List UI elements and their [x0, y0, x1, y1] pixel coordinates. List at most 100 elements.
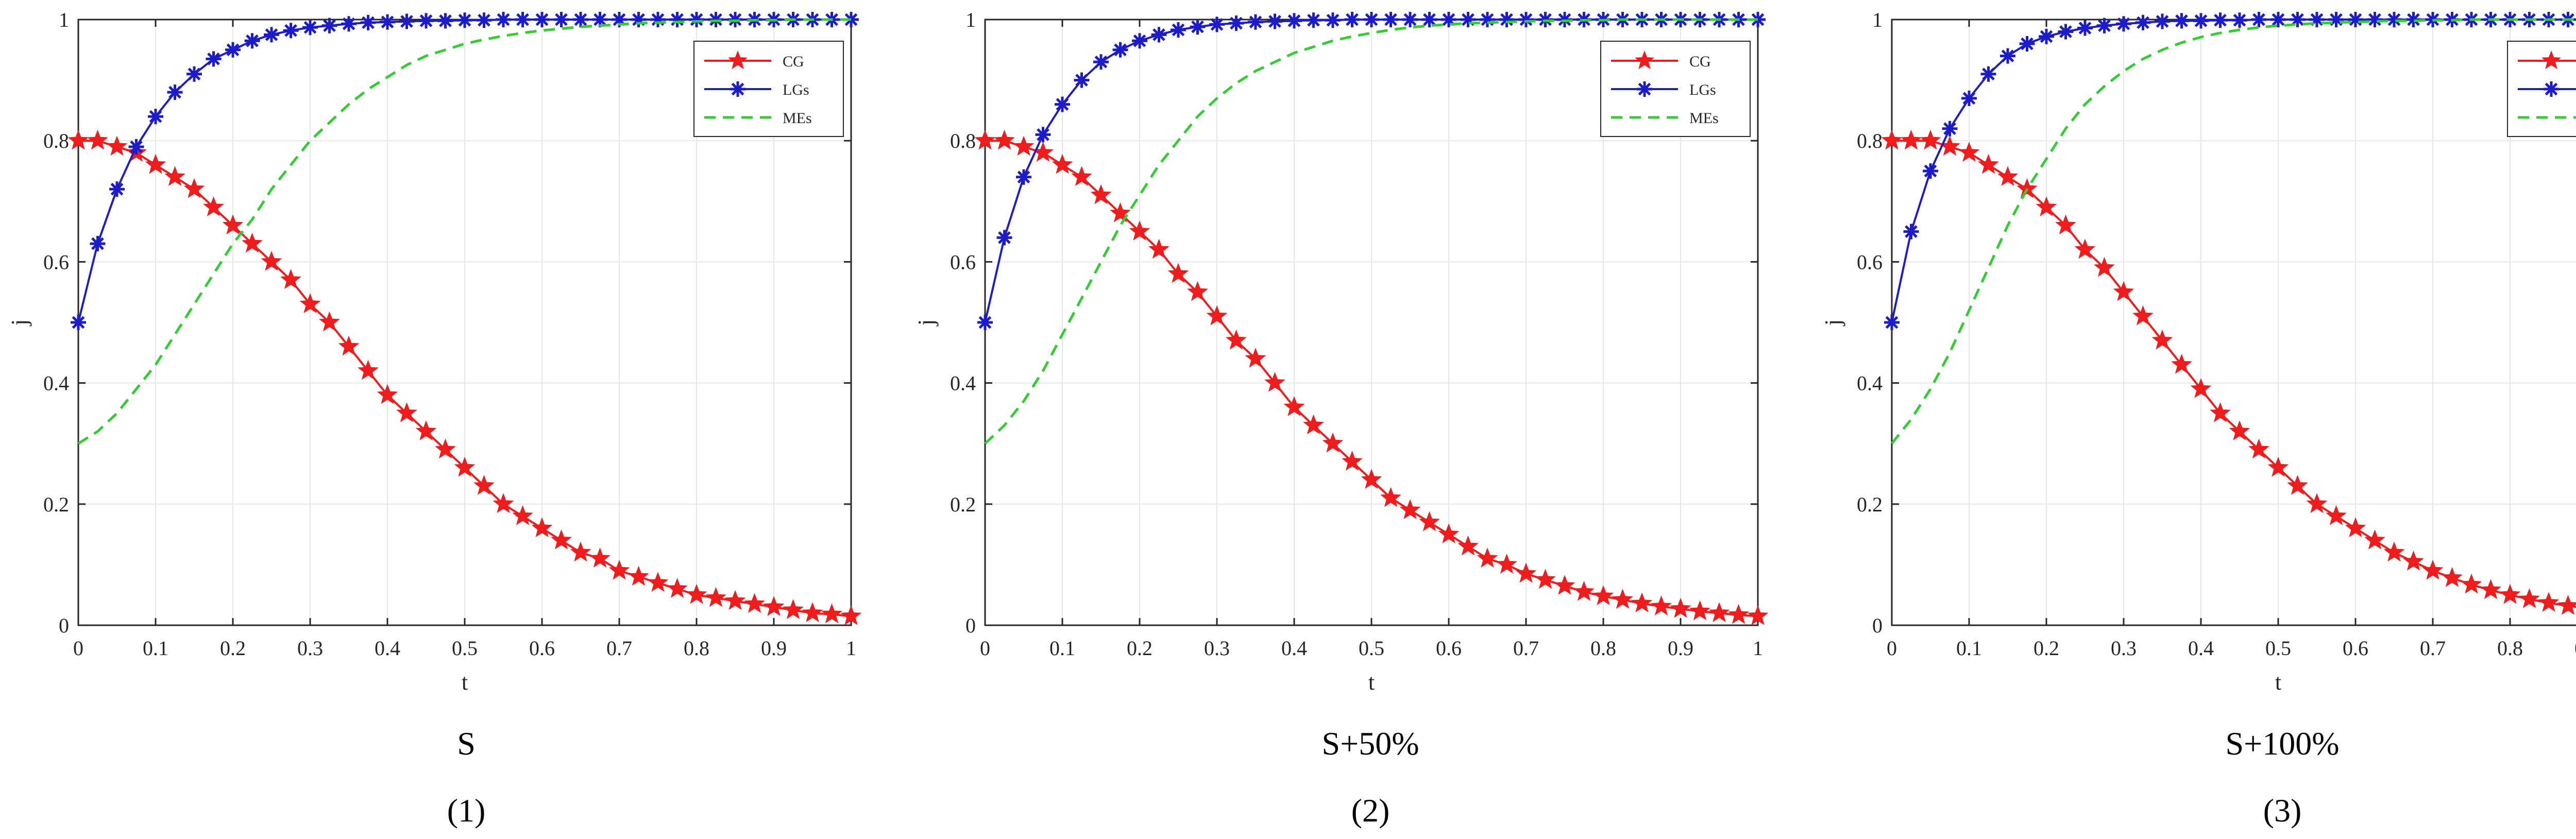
data-point-lgs: [1923, 163, 1938, 179]
panel-caption: S+100%: [2226, 725, 2340, 762]
data-point-lgs: [341, 16, 357, 32]
data-point-cg: [2210, 402, 2231, 422]
x-tick-label: 0.4: [1281, 637, 1307, 660]
y-tick-label: 0: [965, 614, 976, 637]
panel-caption: S: [457, 725, 476, 762]
data-point-lgs: [2232, 12, 2247, 28]
data-point-lgs: [1383, 12, 1399, 27]
data-point-lgs: [553, 12, 569, 27]
data-point-lgs: [1961, 90, 1977, 106]
x-tick-label: 0.9: [1668, 637, 1693, 660]
data-point-cg: [67, 129, 89, 150]
data-point-lgs: [1441, 12, 1456, 27]
series-line-mes: [77, 18, 851, 445]
data-point-cg: [2557, 594, 2576, 615]
x-tick-label: 0.6: [529, 637, 555, 660]
y-tick-label: 1: [59, 8, 69, 31]
legend-label: LGs: [783, 81, 809, 98]
data-point-cg: [2326, 505, 2347, 525]
series-lgs: [71, 12, 859, 330]
x-tick-label: 0.1: [1049, 637, 1075, 660]
data-point-lgs: [418, 13, 434, 29]
data-point-cg: [2074, 238, 2096, 259]
y-tick-label: 0.6: [950, 250, 976, 273]
data-point-lgs: [1035, 127, 1051, 143]
data-point-cg: [2422, 559, 2444, 580]
data-point-lgs: [437, 13, 453, 29]
x-tick-label: 0.5: [2265, 637, 2291, 660]
data-point-cg: [667, 577, 688, 598]
x-tick-label: 0.8: [684, 637, 709, 660]
data-point-cg: [1689, 600, 1710, 621]
data-point-lgs: [2000, 48, 2015, 64]
data-point-cg: [2499, 584, 2521, 604]
legend-label: MEs: [783, 110, 812, 127]
x-tick-label: 0.3: [297, 637, 323, 660]
data-point-cg: [1303, 414, 1324, 435]
grid: [1891, 19, 2576, 626]
data-point-lgs: [1306, 12, 1321, 28]
data-point-cg: [1535, 569, 1556, 589]
x-tick-label: 0.2: [2033, 637, 2059, 660]
x-tick-label: 0.7: [606, 637, 632, 660]
data-point-cg: [2248, 438, 2269, 459]
data-point-cg: [2171, 353, 2192, 374]
data-point-cg: [203, 196, 224, 216]
y-tick-label: 0.2: [950, 493, 976, 516]
legend-marker-asterisk: [730, 81, 745, 97]
data-point-lgs: [1055, 96, 1070, 112]
x-tick-label: 0.5: [1359, 637, 1384, 660]
x-tick-label: 0.6: [1436, 637, 1462, 660]
data-point-cg: [1438, 523, 1460, 543]
data-point-cg: [473, 475, 495, 495]
data-point-lgs: [128, 139, 144, 155]
data-point-lgs: [476, 12, 492, 28]
data-point-lgs: [2348, 12, 2363, 27]
data-point-cg: [1361, 469, 1382, 489]
data-point-lgs: [264, 27, 279, 43]
data-point-lgs: [2270, 12, 2286, 27]
data-point-lgs: [977, 315, 993, 330]
data-point-cg: [1129, 220, 1150, 241]
x-tick-label: 0.2: [220, 637, 246, 660]
data-point-cg: [358, 359, 379, 380]
legend-label: CG: [783, 53, 804, 70]
data-point-lgs: [380, 14, 395, 30]
y-tick-label: 0.6: [43, 250, 69, 273]
series-cg: [974, 129, 1769, 625]
data-point-lgs: [1190, 19, 1206, 35]
data-point-lgs: [1132, 33, 1147, 49]
data-point-lgs: [302, 20, 318, 36]
data-point-cg: [2306, 493, 2328, 513]
data-point-cg: [570, 541, 591, 562]
data-point-lgs: [148, 109, 163, 125]
data-point-lgs: [1286, 13, 1302, 29]
data-point-cg: [435, 438, 456, 459]
data-point-cg: [1958, 142, 1980, 162]
data-point-lgs: [1016, 169, 1031, 185]
data-point-cg: [1226, 329, 1247, 350]
data-point-cg: [724, 590, 746, 610]
data-point-cg: [974, 129, 996, 150]
data-point-cg: [2190, 378, 2212, 398]
data-point-cg: [1496, 553, 1517, 574]
data-point-cg: [608, 559, 630, 580]
data-point-lgs: [1151, 27, 1167, 43]
x-tick-label: 0.8: [2497, 637, 2523, 660]
data-point-lgs: [71, 315, 86, 330]
chart-panel-1: 0 0.1 0.2 0.3 0.4 0.5 0.6 0.7 0.8 0.9 1 0 0.2 0.4 0.6 0…: [7, 8, 862, 829]
data-point-lgs: [187, 66, 202, 82]
data-point-cg: [1167, 263, 1189, 283]
data-point-cg: [2403, 551, 2424, 571]
y-tick-label: 0.2: [43, 493, 69, 516]
data-point-cg: [1110, 202, 1131, 222]
x-tick-label: 0.8: [1590, 637, 1616, 660]
data-point-cg: [2519, 588, 2540, 608]
y-tick-label: 0.8: [950, 129, 976, 152]
data-point-cg: [1419, 511, 1440, 532]
y-tick-label: 0: [59, 614, 69, 637]
data-point-cg: [840, 605, 862, 625]
y-axis-label: j: [1820, 319, 1845, 327]
x-tick-label: 0.3: [2111, 637, 2137, 660]
